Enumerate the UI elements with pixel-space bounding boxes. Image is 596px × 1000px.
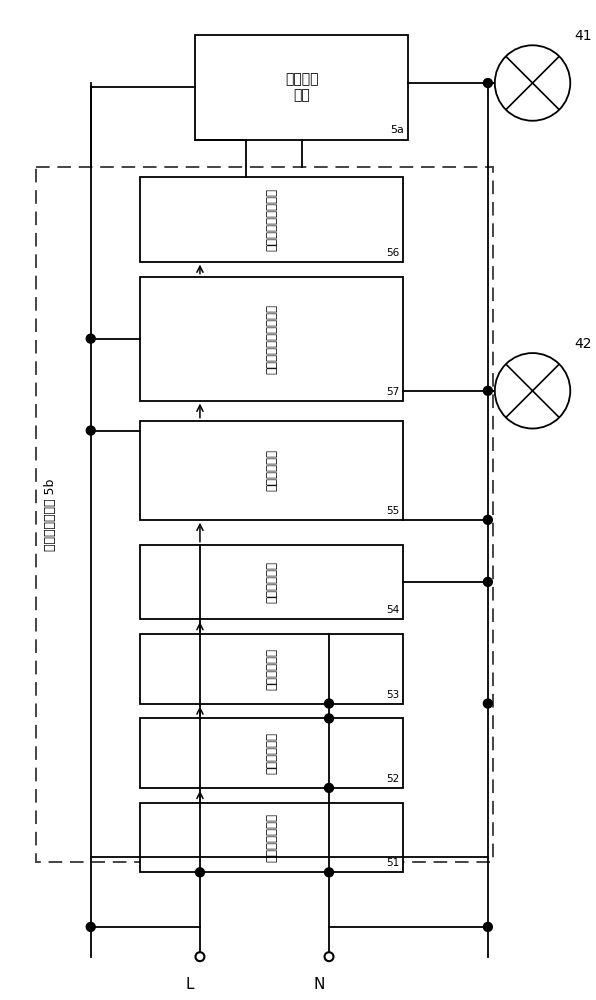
Text: 42: 42 (574, 337, 592, 351)
Bar (195, 35, 408, 140)
Bar (141, 421, 403, 520)
Text: 55: 55 (386, 506, 399, 516)
Text: 整流滤波电路: 整流滤波电路 (265, 732, 278, 774)
Text: 52: 52 (386, 774, 399, 784)
Text: 稳压滤波电路: 稳压滤波电路 (265, 648, 278, 690)
Text: 集中控制电路: 集中控制电路 (265, 449, 278, 491)
Bar (141, 277, 403, 401)
Text: 56: 56 (386, 248, 399, 258)
Text: 41: 41 (574, 29, 592, 43)
Circle shape (86, 922, 95, 931)
Circle shape (325, 699, 334, 708)
Text: 57: 57 (386, 387, 399, 397)
Bar (36, 167, 493, 862)
Text: 辅助光源控制执行电路: 辅助光源控制执行电路 (265, 304, 278, 374)
Bar (141, 177, 403, 262)
Circle shape (325, 714, 334, 723)
Circle shape (495, 353, 570, 429)
Text: 主光源控制执行电路: 主光源控制执行电路 (265, 188, 278, 251)
Circle shape (483, 922, 492, 931)
Circle shape (483, 577, 492, 586)
Text: 降压抗干扰电路: 降压抗干扰电路 (265, 813, 278, 862)
Bar (141, 803, 403, 872)
Circle shape (86, 426, 95, 435)
Text: N: N (313, 977, 325, 992)
Circle shape (483, 699, 492, 708)
Text: 光源转换控制器 5b: 光源转换控制器 5b (44, 479, 57, 551)
Text: 5a: 5a (390, 125, 405, 135)
Bar (141, 718, 403, 788)
Bar (141, 634, 403, 704)
Text: 54: 54 (386, 605, 399, 615)
Circle shape (325, 783, 334, 792)
Circle shape (483, 386, 492, 395)
Circle shape (86, 334, 95, 343)
Circle shape (483, 515, 492, 524)
Circle shape (483, 79, 492, 87)
Bar (141, 545, 403, 619)
Circle shape (495, 45, 570, 121)
Text: 电压采样电路: 电压采样电路 (265, 561, 278, 603)
Text: 51: 51 (386, 858, 399, 868)
Text: L: L (186, 977, 194, 992)
Circle shape (325, 952, 334, 961)
Circle shape (195, 868, 204, 877)
Text: 镇流启动
装置: 镇流启动 装置 (285, 72, 318, 103)
Text: 53: 53 (386, 690, 399, 700)
Circle shape (325, 868, 334, 877)
Circle shape (195, 952, 204, 961)
